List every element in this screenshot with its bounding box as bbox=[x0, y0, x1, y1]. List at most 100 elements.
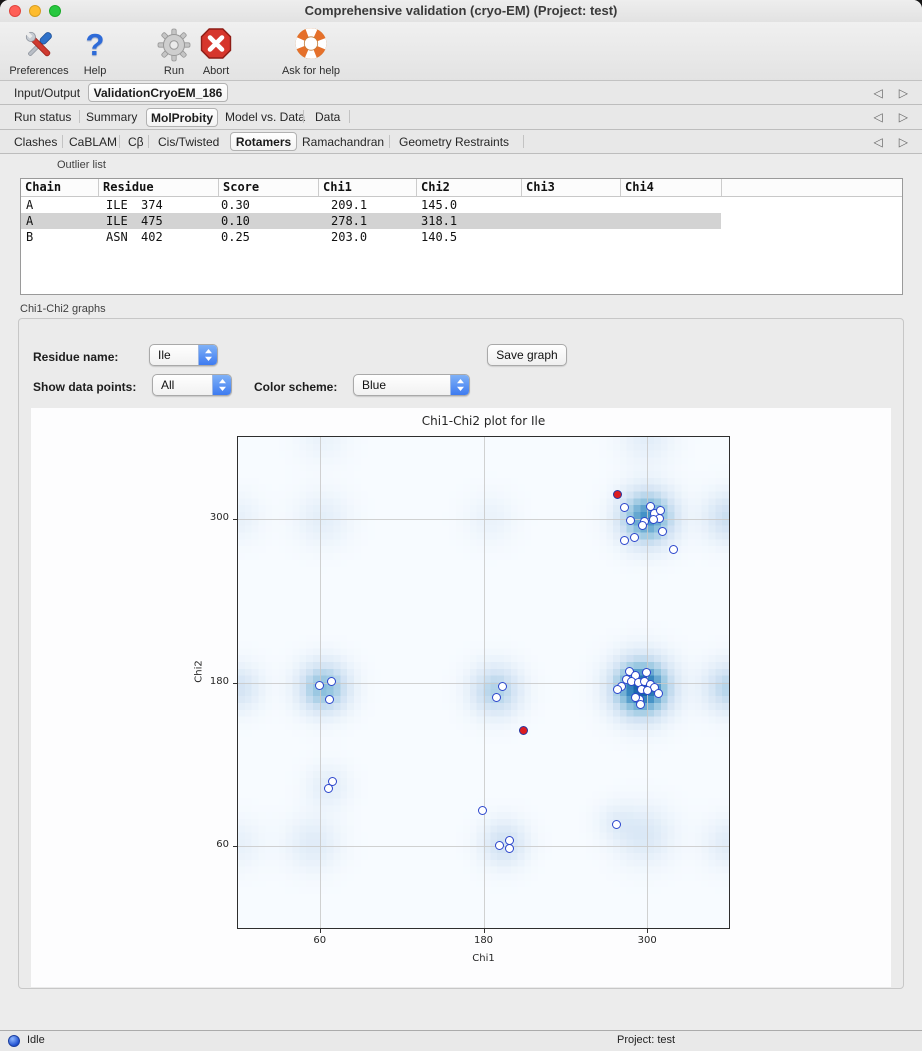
tab-clashes[interactable]: Clashes bbox=[14, 135, 58, 149]
show-data-points-select[interactable]: All bbox=[152, 374, 232, 396]
ask-for-help-button[interactable]: Ask for help bbox=[278, 26, 344, 77]
data-point[interactable] bbox=[315, 681, 325, 690]
gridline bbox=[238, 682, 729, 684]
data-point[interactable] bbox=[505, 843, 515, 853]
ask-for-help-label: Ask for help bbox=[281, 65, 341, 77]
minimize-button[interactable] bbox=[29, 5, 41, 17]
data-point[interactable] bbox=[629, 533, 639, 543]
tab-rotamers[interactable]: Rotamers bbox=[230, 132, 297, 151]
data-point[interactable] bbox=[324, 784, 334, 794]
y-tick bbox=[233, 846, 237, 848]
data-point[interactable] bbox=[327, 677, 337, 686]
save-graph-button[interactable]: Save graph bbox=[487, 344, 567, 366]
data-point[interactable] bbox=[619, 503, 629, 513]
data-point[interactable] bbox=[328, 777, 338, 787]
tab-geometry-restraints[interactable]: Geometry Restraints bbox=[399, 135, 510, 149]
data-point[interactable] bbox=[630, 693, 640, 702]
data-point[interactable] bbox=[653, 689, 663, 698]
preferences-button[interactable]: Preferences bbox=[2, 26, 76, 77]
tab-scroll-arrows: ◁ ▷ bbox=[858, 130, 908, 154]
popup-arrows-icon bbox=[212, 375, 231, 395]
gridline bbox=[238, 846, 729, 848]
data-point[interactable] bbox=[612, 685, 622, 694]
run-label: Run bbox=[163, 65, 185, 77]
tab-ramachandran[interactable]: Ramachandran bbox=[302, 135, 385, 149]
close-button[interactable] bbox=[9, 5, 21, 17]
data-point[interactable] bbox=[478, 805, 487, 815]
x-tick bbox=[647, 929, 649, 933]
column-header-chi4[interactable]: Chi4 bbox=[620, 179, 721, 196]
notebook-level3: Clashes CaBLAM Cβ Cis/Twisted Rotamers R… bbox=[0, 130, 922, 154]
column-header-score[interactable]: Score bbox=[218, 179, 318, 196]
table-row[interactable]: B ASN 402 0.25 203.0 140.5 bbox=[26, 230, 458, 244]
column-header-chi3[interactable]: Chi3 bbox=[521, 179, 620, 196]
color-scheme-label: Color scheme: bbox=[254, 380, 338, 394]
title-bar: Comprehensive validation (cryo-EM) (Proj… bbox=[0, 0, 922, 22]
tab-molprobity[interactable]: MolProbity bbox=[146, 108, 218, 127]
data-point[interactable] bbox=[619, 536, 629, 546]
tab-scroll-left-icon[interactable]: ◁ bbox=[873, 135, 883, 149]
data-point[interactable] bbox=[637, 521, 647, 531]
zoom-button[interactable] bbox=[49, 5, 61, 17]
tab-scroll-right-icon[interactable]: ▷ bbox=[898, 86, 908, 100]
gear-icon bbox=[155, 26, 193, 64]
data-point[interactable] bbox=[657, 527, 667, 537]
show-data-points-label: Show data points: bbox=[33, 380, 137, 394]
data-point[interactable] bbox=[325, 695, 335, 704]
data-point[interactable] bbox=[492, 693, 502, 702]
column-header-residue[interactable]: Residue bbox=[98, 179, 218, 196]
plot-title: Chi1-Chi2 plot for Ile bbox=[421, 414, 546, 428]
tab-cablam[interactable]: CaBLAM bbox=[69, 135, 118, 149]
tab-cis-twisted[interactable]: Cis/Twisted bbox=[158, 135, 220, 149]
tab-input-output[interactable]: Input/Output bbox=[14, 86, 81, 100]
data-point[interactable] bbox=[611, 819, 621, 829]
column-header-chi1[interactable]: Chi1 bbox=[318, 179, 416, 196]
status-text: Idle bbox=[27, 1034, 45, 1046]
tab-scroll-left-icon[interactable]: ◁ bbox=[873, 86, 883, 100]
outlier-point[interactable] bbox=[612, 489, 622, 499]
help-button[interactable]: ? Help bbox=[76, 26, 114, 77]
data-point[interactable] bbox=[642, 686, 652, 695]
tab-scroll-left-icon[interactable]: ◁ bbox=[873, 110, 883, 124]
color-scheme-select[interactable]: Blue bbox=[353, 374, 470, 396]
tab-scroll-right-icon[interactable]: ▷ bbox=[898, 135, 908, 149]
abort-button[interactable]: Abort bbox=[194, 26, 238, 77]
tab-scroll-arrows: ◁ ▷ bbox=[858, 81, 908, 105]
tab-validationcryoem-186[interactable]: ValidationCryoEM_186 bbox=[88, 83, 228, 102]
graphs-section-label: Chi1-Chi2 graphs bbox=[20, 303, 106, 315]
residue-name-select[interactable]: Ile bbox=[149, 344, 218, 366]
notebook-level2: Run status Summary MolProbity Model vs. … bbox=[0, 105, 922, 130]
help-label: Help bbox=[83, 65, 107, 77]
tab-model-vs-data[interactable]: Model vs. Data bbox=[225, 110, 306, 124]
tab-run-status[interactable]: Run status bbox=[14, 110, 72, 124]
status-bar: Idle Project: test bbox=[0, 1030, 922, 1051]
abort-label: Abort bbox=[202, 65, 230, 77]
popup-arrows-icon bbox=[198, 345, 217, 365]
data-point[interactable] bbox=[498, 682, 508, 691]
data-point[interactable] bbox=[625, 516, 635, 526]
data-point[interactable] bbox=[668, 545, 678, 555]
data-point[interactable] bbox=[495, 840, 505, 850]
popup-arrows-icon bbox=[450, 375, 469, 395]
tab-data[interactable]: Data bbox=[315, 110, 341, 124]
tab-summary[interactable]: Summary bbox=[86, 110, 138, 124]
tools-icon bbox=[2, 26, 76, 64]
tab-cbeta[interactable]: Cβ bbox=[128, 135, 144, 149]
residue-name-label: Residue name: bbox=[33, 350, 119, 364]
outlier-point[interactable] bbox=[518, 725, 528, 735]
table-row[interactable]: A ILE 374 0.30 209.1 145.0 bbox=[26, 198, 458, 212]
data-point[interactable] bbox=[635, 700, 645, 710]
column-header-chain[interactable]: Chain bbox=[25, 180, 62, 194]
tab-scroll-right-icon[interactable]: ▷ bbox=[898, 110, 908, 124]
data-point[interactable] bbox=[641, 667, 651, 677]
x-tick-label: 300 bbox=[637, 935, 657, 946]
outlier-list-section-label: Outlier list bbox=[57, 159, 106, 171]
x-tick-label: 180 bbox=[473, 935, 494, 946]
preferences-label: Preferences bbox=[9, 65, 69, 77]
x-tick bbox=[319, 929, 321, 933]
table-row-selected[interactable]: A ILE 475 0.10 278.1 318.1 bbox=[21, 213, 902, 229]
chi1-chi2-plot-axes[interactable] bbox=[237, 436, 730, 929]
column-header-chi2[interactable]: Chi2 bbox=[416, 179, 521, 196]
data-point[interactable] bbox=[648, 515, 658, 525]
run-button[interactable]: Run bbox=[155, 26, 193, 77]
